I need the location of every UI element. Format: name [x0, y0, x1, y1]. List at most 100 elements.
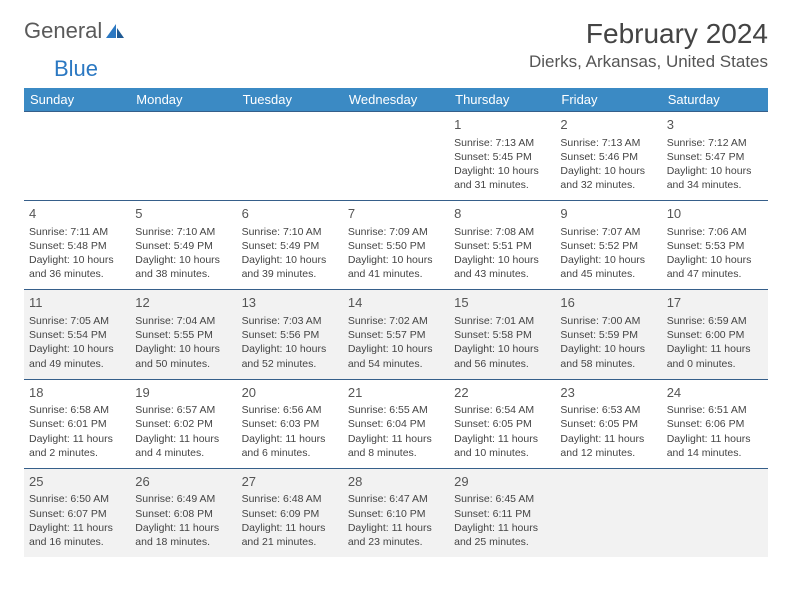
sunrise-text: Sunrise: 7:10 AM: [242, 225, 338, 239]
weekday-header: Friday: [555, 88, 661, 112]
brand-part2: Blue: [54, 56, 98, 81]
day-number: 16: [560, 294, 656, 312]
daylight-text: and 6 minutes.: [242, 446, 338, 460]
daylight-text: and 32 minutes.: [560, 178, 656, 192]
daylight-text: and 43 minutes.: [454, 267, 550, 281]
day-cell: 15Sunrise: 7:01 AMSunset: 5:58 PMDayligh…: [449, 290, 555, 379]
sunset-text: Sunset: 5:45 PM: [454, 150, 550, 164]
daylight-text: Daylight: 10 hours: [454, 342, 550, 356]
daylight-text: and 23 minutes.: [348, 535, 444, 549]
daylight-text: Daylight: 10 hours: [560, 253, 656, 267]
calendar-table: Sunday Monday Tuesday Wednesday Thursday…: [24, 88, 768, 557]
calendar-body: 1Sunrise: 7:13 AMSunset: 5:45 PMDaylight…: [24, 112, 768, 558]
day-number: 17: [667, 294, 763, 312]
daylight-text: and 18 minutes.: [135, 535, 231, 549]
day-cell: 19Sunrise: 6:57 AMSunset: 6:02 PMDayligh…: [130, 379, 236, 468]
day-cell: 29Sunrise: 6:45 AMSunset: 6:11 PMDayligh…: [449, 468, 555, 557]
sunrise-text: Sunrise: 6:50 AM: [29, 492, 125, 506]
day-number: 19: [135, 384, 231, 402]
sunset-text: Sunset: 5:57 PM: [348, 328, 444, 342]
daylight-text: and 36 minutes.: [29, 267, 125, 281]
sunrise-text: Sunrise: 7:04 AM: [135, 314, 231, 328]
sunrise-text: Sunrise: 6:55 AM: [348, 403, 444, 417]
weekday-header: Tuesday: [237, 88, 343, 112]
sunrise-text: Sunrise: 6:53 AM: [560, 403, 656, 417]
day-number: 25: [29, 473, 125, 491]
day-number: 23: [560, 384, 656, 402]
day-number: 29: [454, 473, 550, 491]
daylight-text: Daylight: 11 hours: [135, 521, 231, 535]
daylight-text: and 56 minutes.: [454, 357, 550, 371]
daylight-text: Daylight: 10 hours: [242, 342, 338, 356]
day-cell: 13Sunrise: 7:03 AMSunset: 5:56 PMDayligh…: [237, 290, 343, 379]
sunset-text: Sunset: 6:05 PM: [560, 417, 656, 431]
day-number: 26: [135, 473, 231, 491]
day-cell: 7Sunrise: 7:09 AMSunset: 5:50 PMDaylight…: [343, 201, 449, 290]
daylight-text: and 50 minutes.: [135, 357, 231, 371]
daylight-text: and 12 minutes.: [560, 446, 656, 460]
sunset-text: Sunset: 5:52 PM: [560, 239, 656, 253]
sunset-text: Sunset: 5:58 PM: [454, 328, 550, 342]
daylight-text: and 54 minutes.: [348, 357, 444, 371]
daylight-text: Daylight: 10 hours: [560, 164, 656, 178]
sunrise-text: Sunrise: 7:02 AM: [348, 314, 444, 328]
weekday-header: Wednesday: [343, 88, 449, 112]
daylight-text: Daylight: 11 hours: [667, 342, 763, 356]
day-cell: 20Sunrise: 6:56 AMSunset: 6:03 PMDayligh…: [237, 379, 343, 468]
day-cell: 4Sunrise: 7:11 AMSunset: 5:48 PMDaylight…: [24, 201, 130, 290]
week-row: 25Sunrise: 6:50 AMSunset: 6:07 PM Dayligh…: [24, 468, 768, 557]
day-number: 7: [348, 205, 444, 223]
daylight-text: Daylight: 10 hours: [242, 253, 338, 267]
sunset-text: Sunset: 5:53 PM: [667, 239, 763, 253]
daylight-text: and 25 minutes.: [454, 535, 550, 549]
day-cell: [130, 112, 236, 201]
sunset-text: Sunset: 5:51 PM: [454, 239, 550, 253]
daylight-text: and 31 minutes.: [454, 178, 550, 192]
sunset-text: Sunset: 5:56 PM: [242, 328, 338, 342]
day-cell: 24Sunrise: 6:51 AMSunset: 6:06 PMDayligh…: [662, 379, 768, 468]
sunrise-text: Sunrise: 6:51 AM: [667, 403, 763, 417]
daylight-text: and 38 minutes.: [135, 267, 231, 281]
day-number: 14: [348, 294, 444, 312]
weekday-header: Monday: [130, 88, 236, 112]
day-number: 3: [667, 116, 763, 134]
daylight-text: and 21 minutes.: [242, 535, 338, 549]
sunset-text: Sunset: 6:06 PM: [667, 417, 763, 431]
daylight-text: Daylight: 10 hours: [348, 253, 444, 267]
week-row: 1Sunrise: 7:13 AMSunset: 5:45 PMDaylight…: [24, 112, 768, 201]
daylight-text: and 2 minutes.: [29, 446, 125, 460]
day-number: 21: [348, 384, 444, 402]
day-cell: 6Sunrise: 7:10 AMSunset: 5:49 PMDaylight…: [237, 201, 343, 290]
day-cell: 9Sunrise: 7:07 AMSunset: 5:52 PMDaylight…: [555, 201, 661, 290]
daylight-text: and 52 minutes.: [242, 357, 338, 371]
week-row: 18Sunrise: 6:58 AMSunset: 6:01 PMDayligh…: [24, 379, 768, 468]
daylight-text: Daylight: 10 hours: [667, 253, 763, 267]
day-cell: 23Sunrise: 6:53 AMSunset: 6:05 PMDayligh…: [555, 379, 661, 468]
day-number: 11: [29, 294, 125, 312]
daylight-text: Daylight: 10 hours: [454, 253, 550, 267]
sunset-text: Sunset: 6:04 PM: [348, 417, 444, 431]
day-cell: 14Sunrise: 7:02 AMSunset: 5:57 PMDayligh…: [343, 290, 449, 379]
daylight-text: Daylight: 11 hours: [242, 521, 338, 535]
day-cell: 17Sunrise: 6:59 AMSunset: 6:00 PMDayligh…: [662, 290, 768, 379]
sunset-text: Sunset: 5:49 PM: [135, 239, 231, 253]
sunset-text: Sunset: 5:48 PM: [29, 239, 125, 253]
daylight-text: and 16 minutes.: [29, 535, 125, 549]
daylight-text: and 47 minutes.: [667, 267, 763, 281]
sunset-text: Sunset: 5:54 PM: [29, 328, 125, 342]
sunset-text: Sunset: 6:03 PM: [242, 417, 338, 431]
day-cell: 8Sunrise: 7:08 AMSunset: 5:51 PMDaylight…: [449, 201, 555, 290]
day-number: 12: [135, 294, 231, 312]
day-cell: 5Sunrise: 7:10 AMSunset: 5:49 PMDaylight…: [130, 201, 236, 290]
day-cell: 3Sunrise: 7:12 AMSunset: 5:47 PMDaylight…: [662, 112, 768, 201]
sunset-text: Sunset: 6:07 PM: [29, 507, 125, 521]
day-cell: 21Sunrise: 6:55 AMSunset: 6:04 PMDayligh…: [343, 379, 449, 468]
daylight-text: Daylight: 10 hours: [29, 342, 125, 356]
week-row: 4Sunrise: 7:11 AMSunset: 5:48 PMDaylight…: [24, 201, 768, 290]
week-row: 11Sunrise: 7:05 AMSunset: 5:54 PMDayligh…: [24, 290, 768, 379]
day-number: 20: [242, 384, 338, 402]
daylight-text: Daylight: 11 hours: [348, 521, 444, 535]
sunrise-text: Sunrise: 6:57 AM: [135, 403, 231, 417]
daylight-text: Daylight: 10 hours: [135, 253, 231, 267]
daylight-text: Daylight: 11 hours: [29, 432, 125, 446]
